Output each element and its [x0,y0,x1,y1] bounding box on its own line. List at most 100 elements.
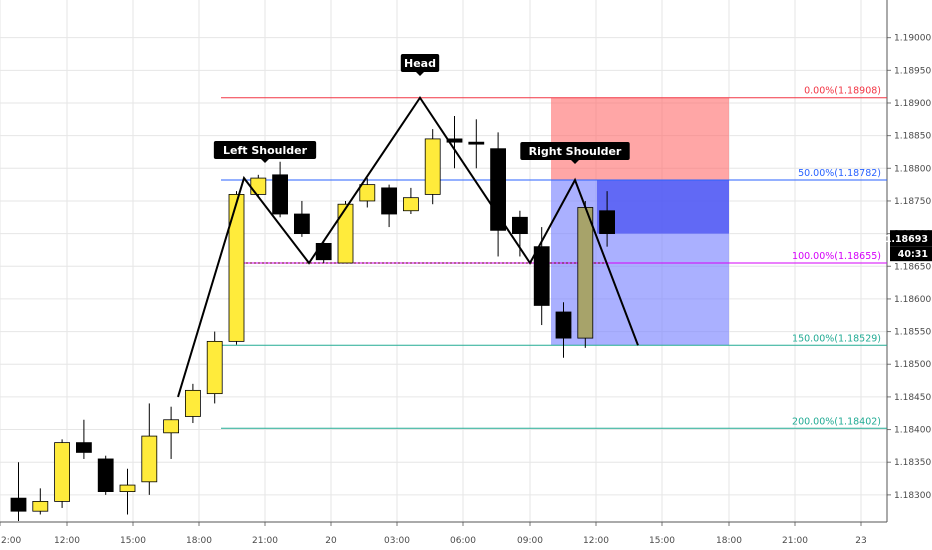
pattern-label-box[interactable] [213,141,317,159]
current-price-badge: 1.18693 40:31 [885,230,932,262]
y-tick-label: 1.18550 [894,328,931,338]
candle[interactable] [577,200,594,348]
pattern-label-box[interactable] [520,142,630,160]
pattern-label-pointer [571,160,579,164]
candle-body [10,497,27,512]
candle-body [54,442,70,502]
y-tick-label: 1.18850 [894,132,931,142]
y-tick-label: 1.18500 [894,360,931,370]
pattern-label-pointer [416,72,424,76]
candle-body [250,177,267,195]
candle[interactable] [272,161,289,218]
grid [0,0,887,522]
y-axis-ticks: 1.19000 1.18950 1.18900 1.18850 1.18800 1.187… [887,34,931,501]
x-tick-label: 23 [855,536,866,546]
x-tick-label: 09:00 [517,536,543,546]
candle-body [293,213,310,235]
candle[interactable] [424,129,441,205]
candle[interactable] [381,184,398,228]
candle-body [32,501,49,512]
candle[interactable] [599,191,615,247]
risk-zone[interactable] [551,97,729,181]
candle-body [97,458,114,493]
candle[interactable] [32,488,49,515]
countdown-bg [890,246,932,262]
candle[interactable] [555,302,572,358]
pattern-label-pointer [261,159,269,163]
candle[interactable] [228,191,245,345]
y-tick-label: 1.18600 [894,295,931,305]
x-axis-ticks: 2:00 12:00 15:00 18:00 21:00 20 03:00 06:00 09:0… [0,522,867,546]
x-tick-label: 21:00 [252,536,278,546]
candle[interactable] [141,403,158,495]
candle-body [446,138,463,143]
x-tick-label: 21:00 [782,536,808,546]
reward-zone-core [597,180,729,234]
y-tick-label: 1.18750 [894,197,931,207]
plot-area[interactable] [0,0,887,522]
fib-level-label: 100.00%(1.18655) [792,251,881,262]
candle-body [228,194,245,342]
candle-body [141,435,158,483]
candle-body [577,207,594,339]
y-tick-label: 1.18450 [894,393,931,403]
fib-level-label: 0.00%(1.18908) [804,86,881,97]
x-tick-label: 12:00 [54,536,80,546]
candle-body [468,141,485,145]
candle-body [555,311,572,339]
y-tick-label: 1.18900 [894,99,931,109]
candle-body [76,442,92,453]
candle-body [533,246,550,306]
candle-body [272,174,289,215]
pattern-label-box[interactable] [400,54,440,72]
pattern-label-text: Left Shoulder [223,144,308,157]
candle-body [359,184,376,202]
candle[interactable] [184,383,201,424]
candle[interactable] [315,240,332,263]
candle[interactable] [468,119,485,169]
y-tick-label: 1.19000 [894,34,931,44]
candle[interactable] [54,439,70,508]
y-tick-label: 1.18950 [894,66,931,76]
pattern-label-text: Right Shoulder [529,145,622,158]
candle-body [337,203,354,264]
x-tick-label: 18:00 [716,536,742,546]
fib-level-label: 200.00%(1.18402) [792,416,881,427]
x-tick-label: 12:00 [583,536,609,546]
candle-body [424,138,441,195]
y-tick-label: 1.18400 [894,426,931,436]
candle[interactable] [163,406,180,459]
candle[interactable] [293,200,310,237]
countdown-timer: 40:31 [898,249,928,260]
candle[interactable] [337,200,354,264]
candle[interactable] [119,468,136,515]
x-tick-label: 20 [325,536,337,546]
y-tick-label: 1.18650 [894,262,931,272]
candle[interactable] [206,331,223,404]
price-badge-bg [890,230,932,247]
candle[interactable] [76,419,92,459]
candle[interactable] [446,116,463,169]
fib-level-label: 50.00%(1.18782) [798,168,881,179]
y-tick-label: 1.18800 [894,164,931,174]
candle[interactable] [359,178,376,208]
candle-body [315,243,332,261]
candle[interactable] [250,174,267,198]
candle-body [599,210,615,235]
y-tick-label: 1.18300 [894,491,931,501]
x-tick-label: 2:00 [1,536,21,546]
x-tick-label: 18:00 [186,536,212,546]
head-and-shoulders-path[interactable] [177,95,639,398]
x-tick-label: 15:00 [120,536,146,546]
candle[interactable] [512,210,528,257]
candle-body [512,216,528,235]
fib-level-label: 150.00%(1.18529) [792,333,881,344]
candle-body [206,340,223,395]
candle[interactable] [402,187,419,215]
candle[interactable] [10,462,27,521]
y-tick-label: 1.18350 [894,458,931,468]
pattern-labels: Left Shoulder Head Right Shoulder [213,54,630,164]
candle[interactable] [97,455,114,495]
